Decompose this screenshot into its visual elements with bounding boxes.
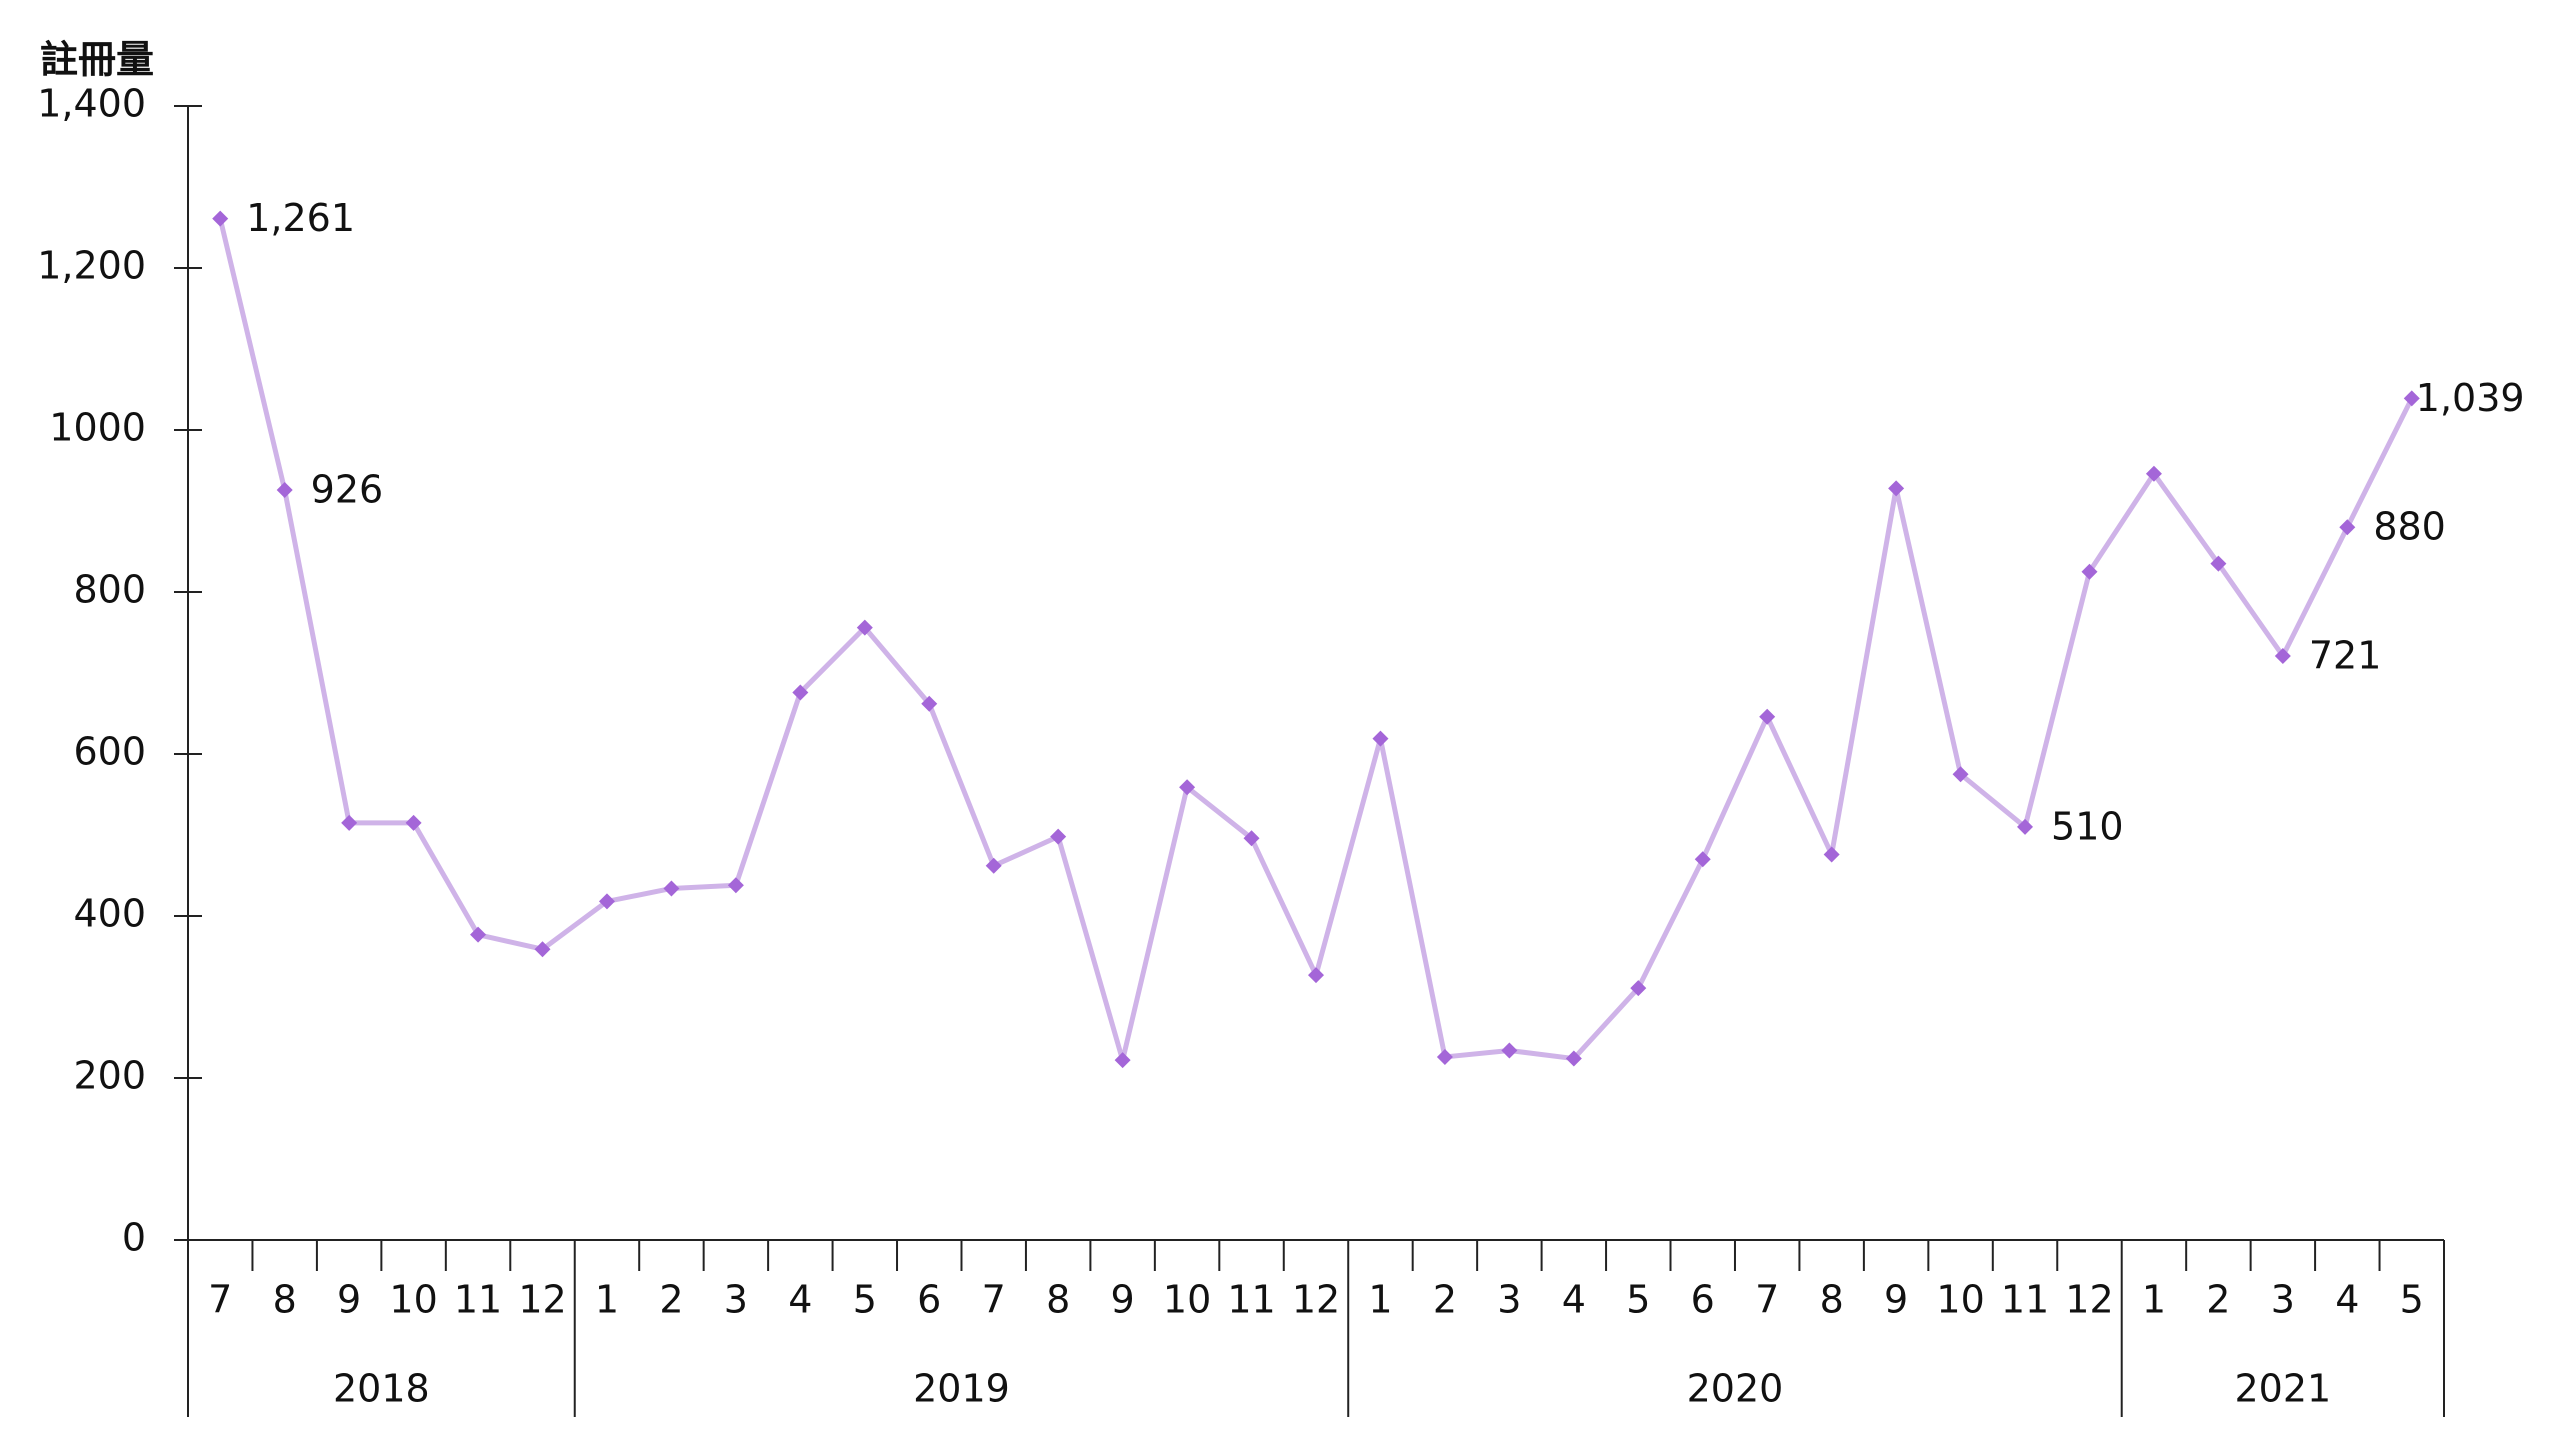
x-tick-label: 4	[1562, 1278, 1586, 1322]
y-tick-label: 800	[73, 568, 146, 612]
x-tick-label: 8	[273, 1278, 297, 1322]
x-tick-label: 4	[2335, 1278, 2359, 1322]
x-tick-label: 6	[1691, 1278, 1715, 1322]
x-tick-label: 9	[1111, 1278, 1135, 1322]
x-tick-label: 12	[518, 1278, 566, 1322]
data-marker	[534, 941, 551, 958]
x-tick-label: 6	[917, 1278, 941, 1322]
x-tick-label: 12	[1292, 1278, 1340, 1322]
x-tick-label: 5	[2400, 1278, 2424, 1322]
data-label: 510	[2051, 804, 2124, 848]
x-tick-label: 10	[1936, 1278, 1984, 1322]
data-marker	[212, 210, 229, 227]
data-marker	[1694, 851, 1711, 868]
data-marker	[405, 814, 422, 831]
data-marker	[2017, 818, 2034, 835]
data-marker	[1501, 1042, 1518, 1059]
x-tick-label: 11	[454, 1278, 502, 1322]
y-axis-title: 註冊量	[40, 38, 154, 82]
x-tick-label: 3	[724, 1278, 748, 1322]
y-tick-label: 400	[73, 892, 146, 936]
data-marker	[1050, 828, 1067, 845]
x-tick-label: 3	[1497, 1278, 1521, 1322]
data-marker	[792, 684, 809, 701]
x-tick-label: 7	[208, 1278, 232, 1322]
data-label: 1,039	[2416, 376, 2525, 420]
x-tick-label: 9	[1884, 1278, 1908, 1322]
group-label: 2021	[2234, 1367, 2331, 1411]
data-marker	[921, 695, 938, 712]
data-marker	[1888, 480, 1905, 497]
data-marker	[2145, 465, 2162, 482]
data-marker	[1759, 708, 1776, 725]
group-label: 2019	[913, 1367, 1010, 1411]
y-tick-label: 1000	[49, 406, 146, 450]
x-tick-label: 8	[1046, 1278, 1070, 1322]
x-tick-label: 1	[2142, 1278, 2166, 1322]
y-tick-label: 600	[73, 730, 146, 774]
group-label: 2018	[333, 1367, 430, 1411]
x-tick-label: 7	[982, 1278, 1006, 1322]
data-marker	[2403, 390, 2420, 407]
data-marker	[1630, 980, 1647, 997]
data-marker	[663, 880, 680, 897]
data-label: 926	[311, 467, 384, 511]
data-label: 1,261	[246, 196, 355, 240]
data-line	[217, 218, 2415, 1063]
x-tick-label: 8	[1820, 1278, 1844, 1322]
group-label: 2020	[1687, 1367, 1784, 1411]
data-marker	[1179, 779, 1196, 796]
data-marker	[470, 926, 487, 943]
x-tick-label: 1	[595, 1278, 619, 1322]
data-marker	[598, 893, 615, 910]
y-tick-label: 1,200	[37, 244, 146, 288]
data-marker	[727, 877, 744, 894]
y-tick-label: 0	[122, 1216, 146, 1260]
data-marker	[1823, 846, 1840, 863]
y-tick-label: 1,400	[37, 82, 146, 126]
x-tick-label: 11	[2001, 1278, 2049, 1322]
x-tick-label: 9	[337, 1278, 361, 1322]
data-marker	[341, 814, 358, 831]
data-marker	[2274, 647, 2291, 664]
y-tick-label: 200	[73, 1054, 146, 1098]
data-marker	[1243, 830, 1260, 847]
x-tick-label: 2	[659, 1278, 683, 1322]
data-marker	[1372, 730, 1389, 747]
data-label: 880	[2373, 505, 2446, 549]
data-label: 721	[2309, 633, 2382, 677]
data-marker	[1952, 766, 1969, 783]
x-tick-label: 10	[389, 1278, 437, 1322]
data-marker	[1308, 967, 1324, 984]
x-tick-label: 2	[2206, 1278, 2230, 1322]
data-marker	[2081, 563, 2098, 580]
data-marker	[2210, 555, 2227, 572]
x-tick-label: 1	[1368, 1278, 1392, 1322]
data-marker	[276, 481, 293, 498]
x-tick-label: 10	[1163, 1278, 1211, 1322]
data-marker	[1436, 1048, 1453, 1065]
data-marker	[1565, 1050, 1582, 1067]
x-tick-label: 2	[1433, 1278, 1457, 1322]
x-tick-label: 4	[788, 1278, 812, 1322]
x-tick-label: 7	[1755, 1278, 1779, 1322]
data-marker	[2339, 519, 2356, 536]
data-marker	[1114, 1052, 1131, 1069]
x-tick-label: 5	[1626, 1278, 1650, 1322]
data-marker	[985, 857, 1002, 874]
x-tick-label: 12	[2065, 1278, 2113, 1322]
x-tick-label: 11	[1227, 1278, 1275, 1322]
data-marker	[856, 619, 873, 636]
x-tick-label: 5	[853, 1278, 877, 1322]
x-tick-label: 3	[2271, 1278, 2295, 1322]
